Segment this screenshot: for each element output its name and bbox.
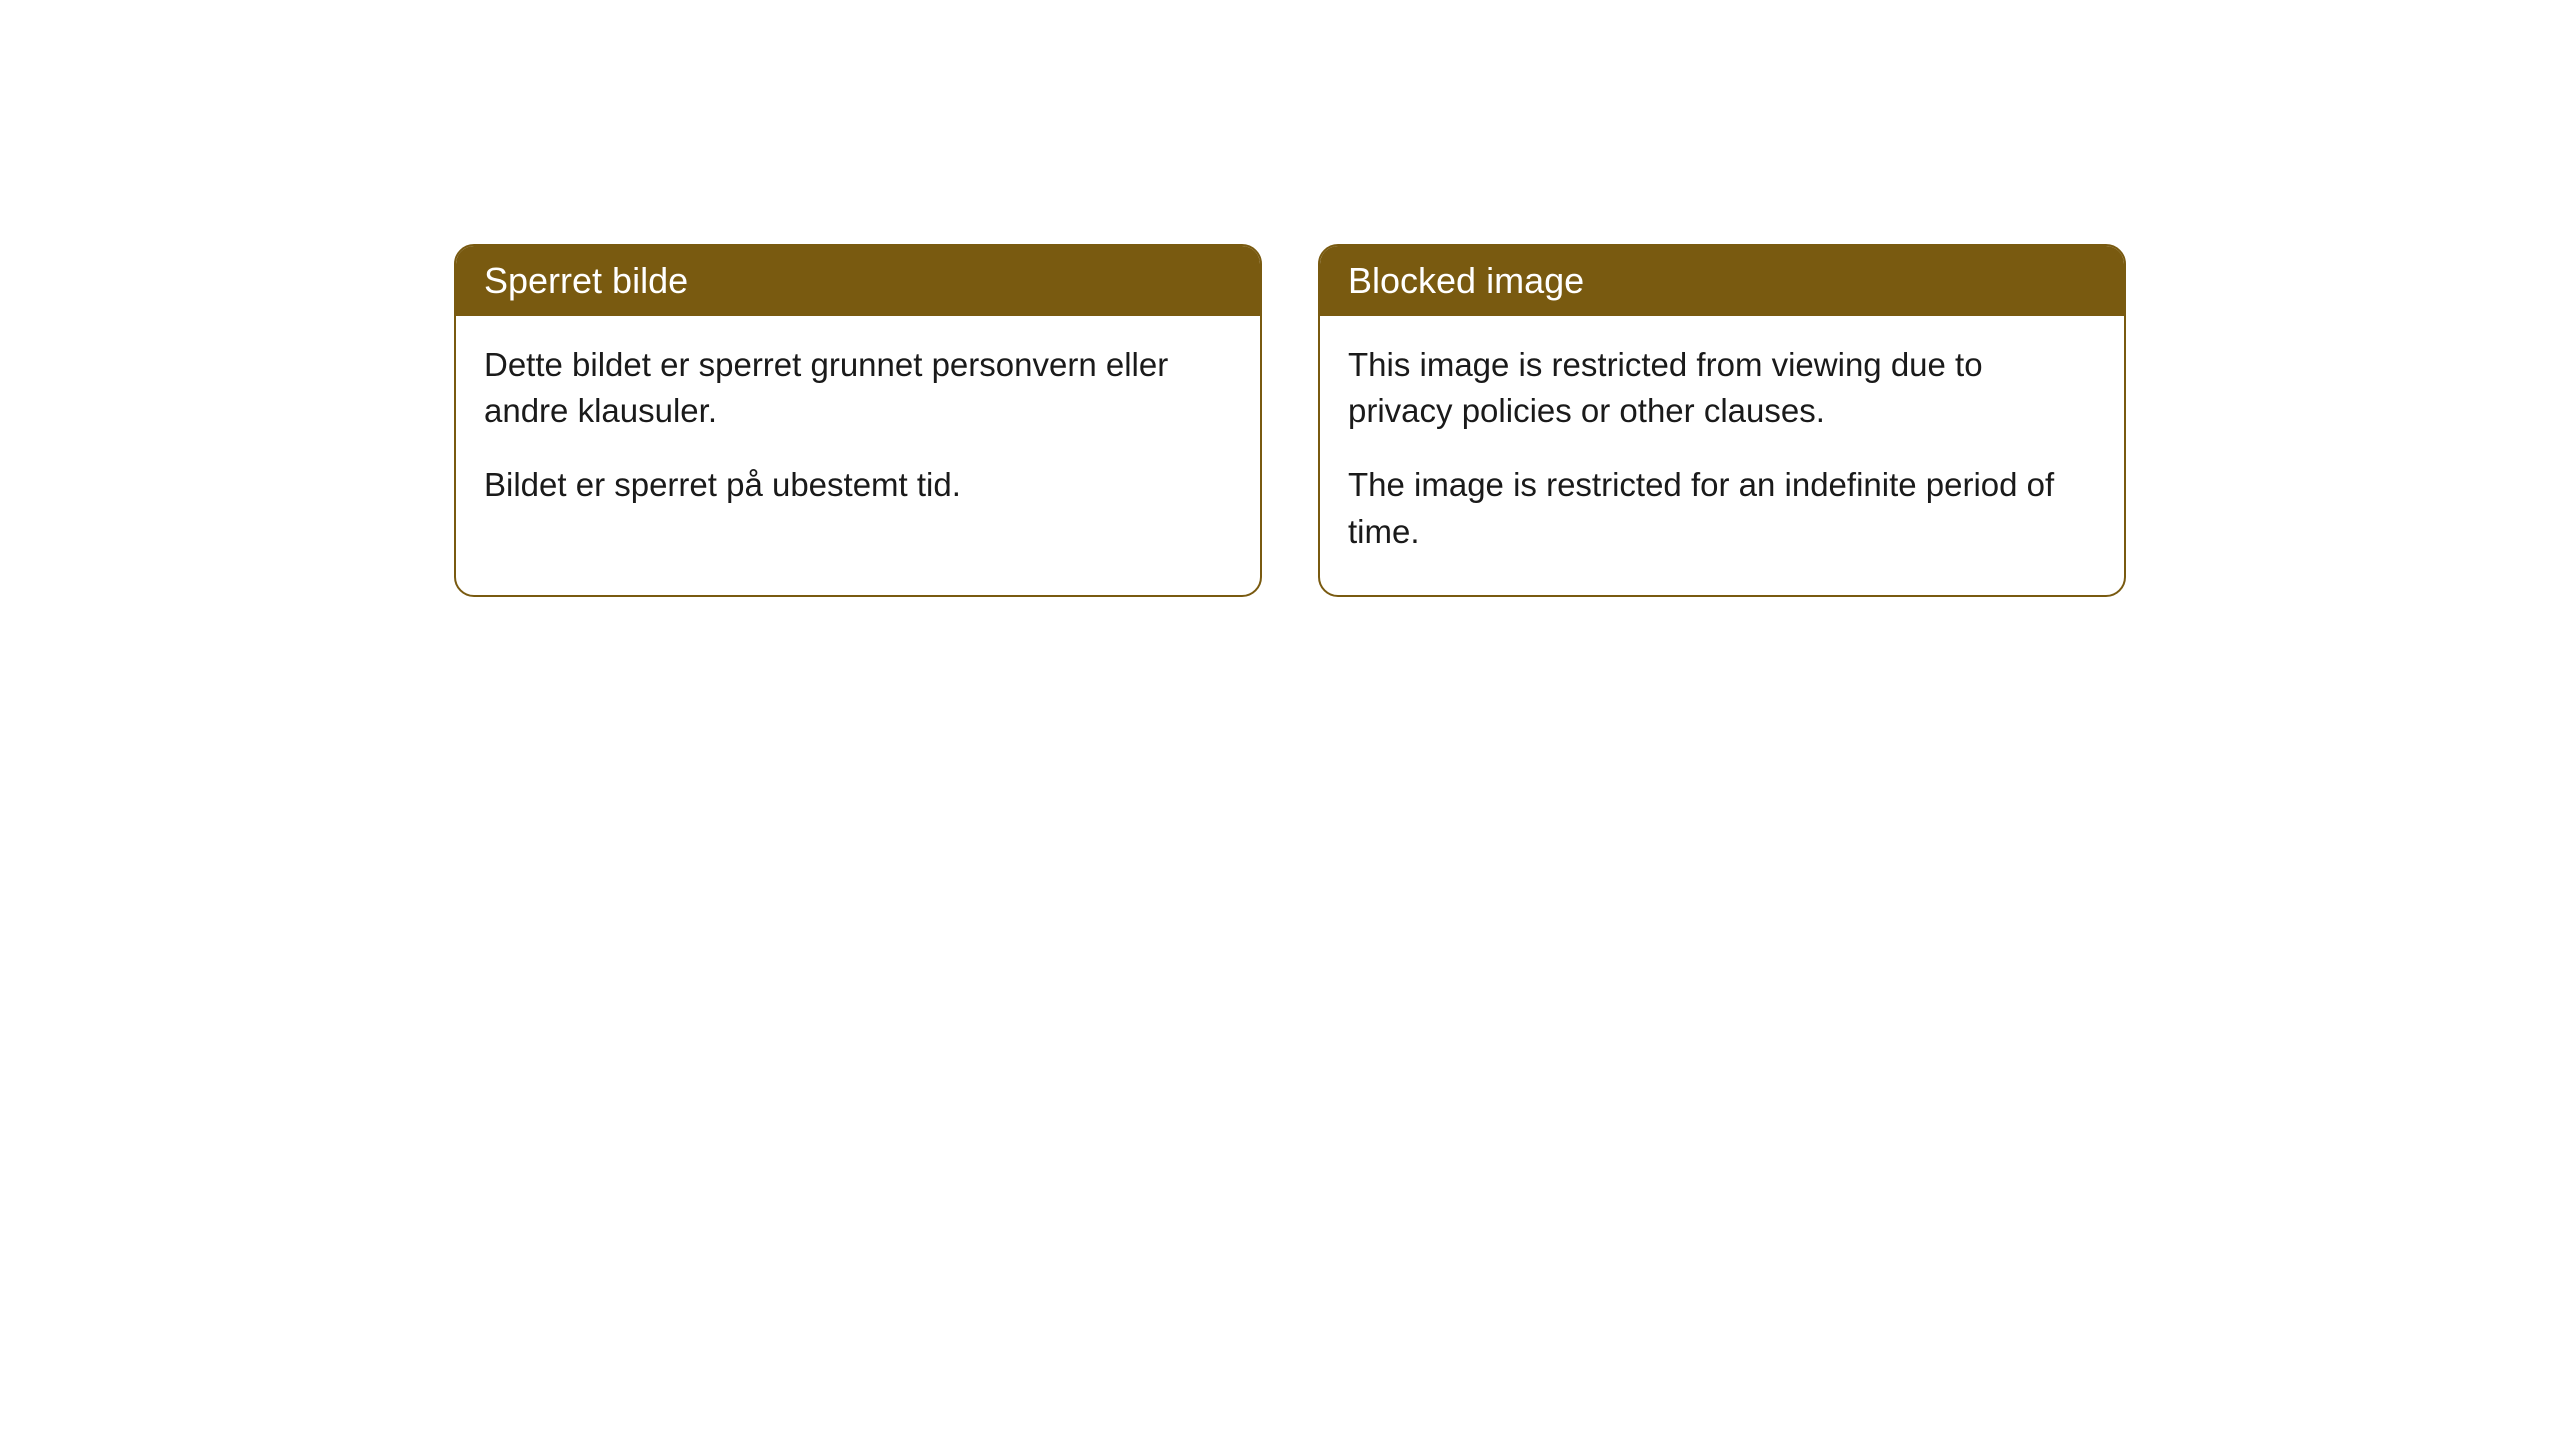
card-header: Blocked image: [1320, 246, 2124, 316]
card-paragraph: Dette bildet er sperret grunnet personve…: [484, 342, 1232, 434]
card-body: Dette bildet er sperret grunnet personve…: [456, 316, 1260, 549]
card-paragraph: This image is restricted from viewing du…: [1348, 342, 2096, 434]
card-body: This image is restricted from viewing du…: [1320, 316, 2124, 595]
restricted-image-card-norwegian: Sperret bilde Dette bildet er sperret gr…: [454, 244, 1262, 597]
card-paragraph: Bildet er sperret på ubestemt tid.: [484, 462, 1232, 508]
card-paragraph: The image is restricted for an indefinit…: [1348, 462, 2096, 554]
restricted-image-card-english: Blocked image This image is restricted f…: [1318, 244, 2126, 597]
card-header: Sperret bilde: [456, 246, 1260, 316]
cards-container: Sperret bilde Dette bildet er sperret gr…: [454, 244, 2126, 597]
